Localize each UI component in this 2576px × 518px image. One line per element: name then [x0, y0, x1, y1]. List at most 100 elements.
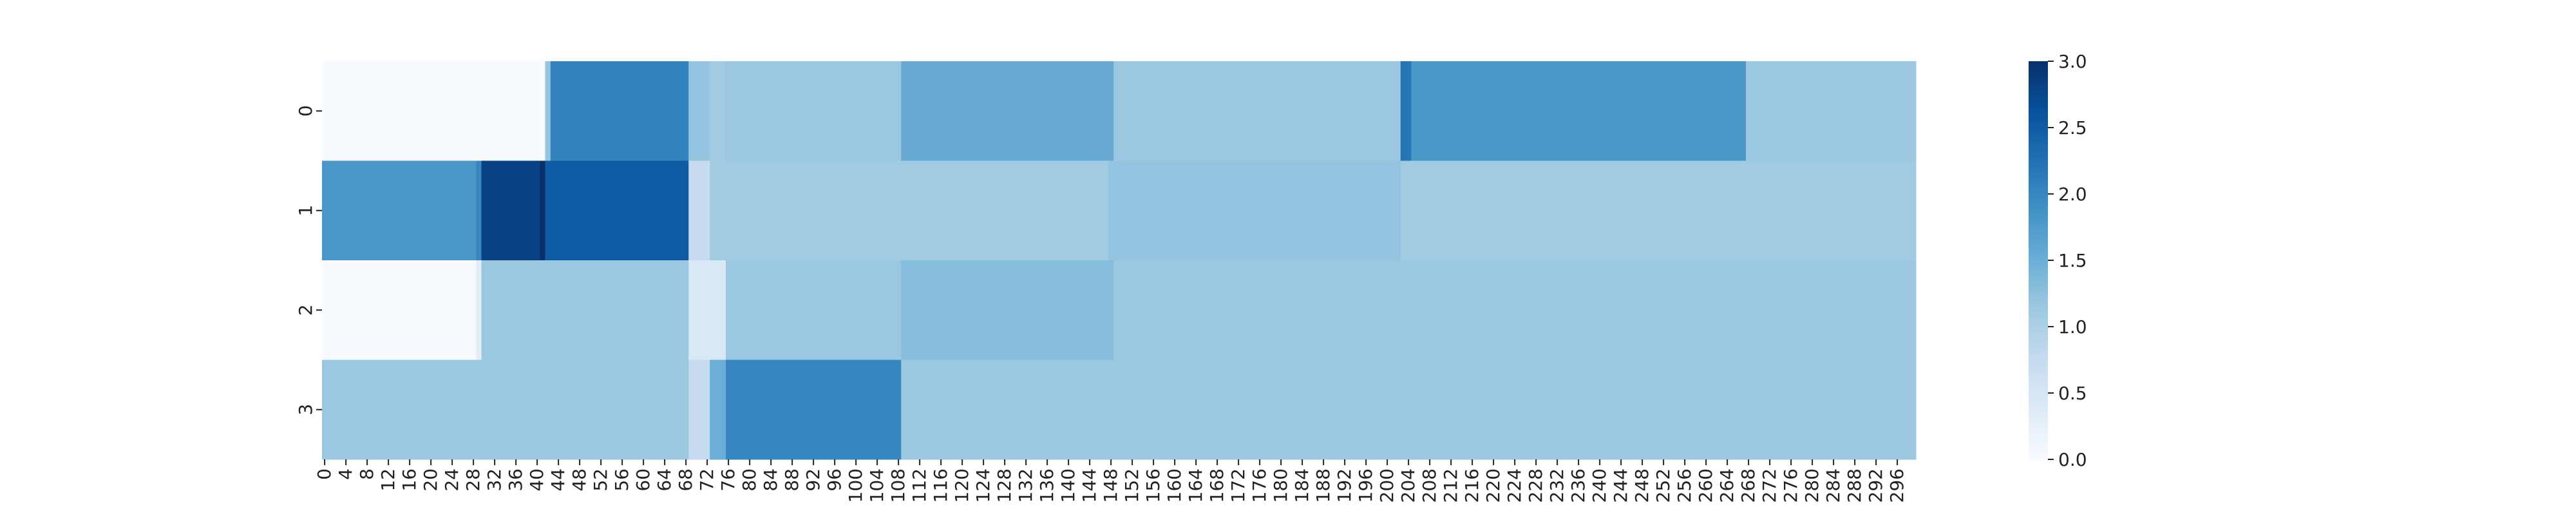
heatmap-cell: [726, 61, 902, 161]
x-tick-label: 56: [611, 468, 632, 492]
x-tick-label: 4: [335, 468, 356, 480]
heatmap-cell: [481, 260, 689, 360]
x-tick-label: 128: [994, 468, 1015, 503]
x-tick-label: 212: [1440, 468, 1461, 503]
heatmap-cell: [476, 260, 482, 360]
x-tick-label: 176: [1249, 468, 1270, 503]
x-tick-label: 148: [1100, 468, 1121, 503]
y-axis-ticks: 0 1 2 3: [295, 105, 322, 416]
x-tick-label: 16: [399, 468, 420, 492]
x-tick-label: 40: [526, 468, 547, 492]
x-tick-label: 204: [1397, 468, 1419, 503]
y-tick-label: 2: [295, 304, 316, 316]
heatmap-cell: [688, 260, 726, 360]
x-tick-label: 100: [845, 468, 866, 503]
x-tick-label: 48: [569, 468, 590, 492]
x-tick-label: 36: [505, 468, 526, 492]
x-tick-label: 272: [1759, 468, 1780, 503]
heatmap-cell: [550, 61, 689, 161]
x-tick-label: 0: [314, 468, 335, 480]
heatmap-cell: [901, 360, 1114, 460]
heatmap-cell: [1108, 160, 1401, 261]
x-tick-label: 268: [1738, 468, 1759, 503]
heatmap-cell: [540, 160, 545, 261]
colorbar: 0.0 0.5 1.0 1.5 2.0 2.5 3.0: [2029, 51, 2087, 470]
x-tick-label: 8: [356, 468, 377, 480]
heatmap-cell: [688, 360, 710, 460]
x-tick-label: 76: [717, 468, 739, 492]
x-tick-label: 44: [547, 468, 569, 492]
x-tick-label: 28: [462, 468, 484, 492]
x-tick-label: 120: [951, 468, 972, 503]
x-tick-label: 160: [1164, 468, 1185, 503]
x-tick-label: 24: [441, 468, 462, 492]
x-tick-label: 220: [1482, 468, 1504, 503]
heatmap-cell: [1400, 61, 1412, 161]
heatmap-cell: [1400, 160, 1917, 261]
colorbar-gradient: [2029, 61, 2048, 459]
colorbar-tick-label: 3.0: [2058, 51, 2087, 72]
x-tick-label: 252: [1653, 468, 1674, 503]
x-tick-label: 208: [1419, 468, 1440, 503]
heatmap-cell: [545, 160, 689, 261]
colorbar-tick-label: 2.0: [2058, 184, 2087, 205]
heatmap-cell: [481, 160, 540, 261]
x-tick-label: 68: [675, 468, 696, 492]
heatmap-cell: [476, 360, 689, 460]
heatmap-cell: [710, 360, 726, 460]
x-tick-label: 104: [866, 468, 887, 503]
x-tick-label: 264: [1716, 468, 1738, 503]
x-tick-label: 196: [1355, 468, 1376, 503]
x-tick-label: 288: [1844, 468, 1865, 503]
heatmap-cell: [1411, 61, 1747, 161]
x-tick-label: 116: [930, 468, 951, 503]
colorbar-tick-label: 2.5: [2058, 117, 2087, 139]
heatmap-cell: [476, 160, 482, 261]
x-axis-ticks: 0 4 8 12 16 20 24 28 32 36 40 44 48 52 56 60 64 68 72 76 80 8…: [314, 459, 1908, 503]
x-tick-label: 248: [1631, 468, 1653, 503]
x-tick-label: 88: [781, 468, 802, 492]
heatmap-cells: [322, 61, 1917, 460]
heatmap-cell: [322, 61, 545, 161]
heatmap-cell: [322, 260, 477, 360]
x-tick-label: 280: [1801, 468, 1823, 503]
x-tick-label: 64: [654, 468, 675, 492]
colorbar-tick-label: 1.0: [2058, 316, 2087, 338]
x-tick-label: 188: [1312, 468, 1334, 503]
x-tick-label: 124: [972, 468, 994, 503]
x-tick-label: 256: [1674, 468, 1695, 503]
x-tick-label: 216: [1461, 468, 1482, 503]
heatmap-cell: [322, 160, 477, 261]
x-tick-label: 32: [484, 468, 505, 492]
heatmap-cell: [1113, 260, 1917, 360]
x-tick-label: 232: [1546, 468, 1567, 503]
heatmap-cell: [726, 360, 902, 460]
x-tick-label: 136: [1036, 468, 1057, 503]
x-tick-label: 144: [1079, 468, 1100, 503]
colorbar-tick-label: 1.5: [2058, 250, 2087, 271]
x-tick-label: 80: [739, 468, 760, 492]
heatmap-cell: [688, 61, 710, 161]
x-tick-label: 12: [377, 468, 399, 492]
y-tick-label: 0: [295, 105, 316, 117]
x-tick-label: 140: [1057, 468, 1079, 503]
x-tick-label: 60: [632, 468, 654, 492]
heatmap-cell: [1113, 360, 1917, 460]
x-tick-label: 112: [909, 468, 930, 503]
x-tick-label: 180: [1270, 468, 1291, 503]
x-tick-label: 164: [1185, 468, 1206, 503]
x-tick-label: 132: [1015, 468, 1036, 503]
x-tick-label: 172: [1227, 468, 1249, 503]
heatmap-cell: [901, 61, 1114, 161]
colorbar-ticks: 0.0 0.5 1.0 1.5 2.0 2.5 3.0: [2048, 51, 2087, 470]
x-tick-label: 292: [1865, 468, 1886, 503]
x-tick-label: 52: [590, 468, 611, 492]
x-tick-label: 260: [1695, 468, 1716, 503]
heatmap-cell: [710, 160, 1109, 261]
heatmap-cell: [322, 360, 477, 460]
colorbar-tick-label: 0.5: [2058, 383, 2087, 404]
x-tick-label: 184: [1291, 468, 1312, 503]
heatmap-cell: [710, 61, 726, 161]
